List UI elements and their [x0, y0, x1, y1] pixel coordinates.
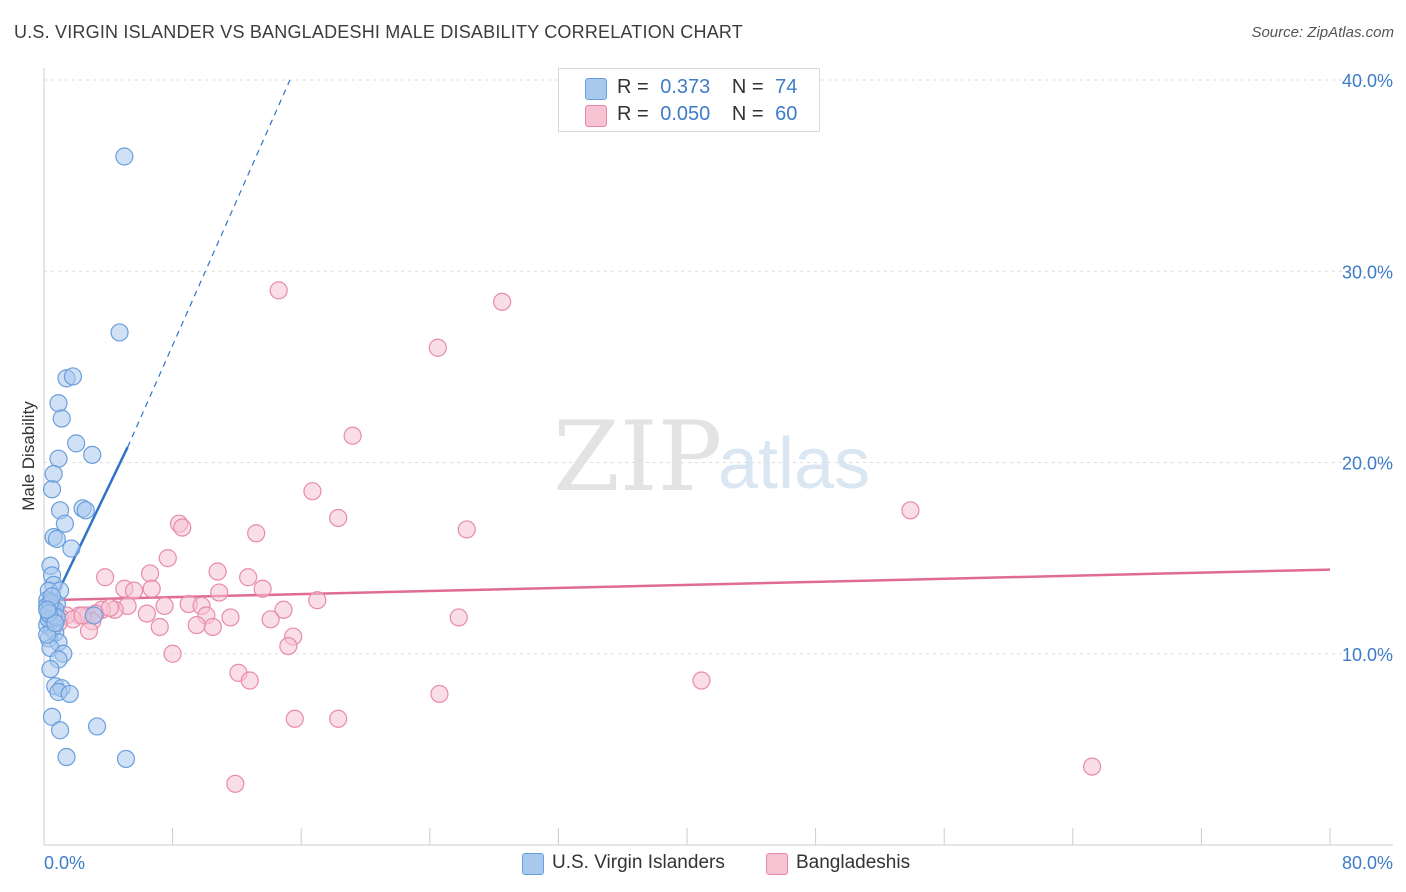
point-bangladeshis	[142, 579, 161, 598]
point-bangladeshis	[239, 568, 258, 587]
point-bangladeshis	[124, 581, 144, 600]
point-virgin-islanders	[42, 707, 62, 726]
point-bangladeshis	[274, 600, 293, 619]
point-virgin-islanders	[47, 529, 66, 549]
point-bangladeshis	[208, 562, 227, 581]
point-bangladeshis	[137, 604, 156, 623]
point-bangladeshis	[203, 617, 222, 637]
point-virgin-islanders	[44, 464, 63, 484]
bottom-legend-swatch-blue	[522, 853, 544, 875]
point-bangladeshis	[247, 524, 266, 543]
point-bangladeshis	[187, 615, 206, 635]
point-virgin-islanders	[38, 600, 57, 619]
trend-lines	[42, 79, 1331, 622]
legend-r-label: R =	[617, 103, 649, 125]
point-bangladeshis	[692, 671, 711, 690]
point-virgin-islanders	[83, 445, 102, 464]
point-bangladeshis	[79, 621, 99, 640]
legend-r-value: 0.050	[660, 103, 711, 125]
point-virgin-islanders	[63, 367, 83, 386]
point-virgin-islanders	[67, 434, 86, 453]
point-bangladeshis	[95, 568, 115, 587]
y-tick-label: 10.0%	[1342, 645, 1393, 665]
y-tick-labels: 10.0% 20.0% 30.0% 40.0%	[1342, 71, 1393, 665]
point-bangladeshis	[226, 774, 245, 793]
trend-line-bangladeshis	[43, 568, 1331, 602]
point-virgin-islanders	[110, 323, 129, 342]
point-bangladeshis	[901, 501, 920, 520]
point-virgin-islanders	[116, 749, 136, 769]
point-bangladeshis	[261, 610, 280, 629]
point-virgin-islanders	[46, 614, 65, 633]
point-bangladeshis	[428, 338, 447, 357]
point-virgin-islanders	[42, 480, 62, 499]
point-bangladeshis	[210, 583, 229, 602]
point-bangladeshis	[493, 292, 512, 311]
y-tick-label: 30.0%	[1342, 262, 1393, 282]
legend-n-value: 74	[775, 76, 798, 98]
bottom-legend-label: U.S. Virgin Islanders	[552, 852, 725, 873]
trend-line-virgin-islanders-extension	[127, 79, 291, 448]
point-bangladeshis	[140, 564, 160, 583]
legend-n-label: N =	[731, 103, 764, 125]
point-bangladeshis	[269, 281, 288, 300]
point-virgin-islanders	[60, 684, 79, 704]
legend-r-label: R =	[617, 76, 649, 98]
point-virgin-islanders	[115, 147, 134, 166]
point-bangladeshis	[430, 684, 449, 704]
point-virgin-islanders	[41, 659, 60, 679]
legend-swatch-pink	[585, 105, 607, 127]
point-bangladeshis	[279, 636, 298, 656]
source-label: Source: ZipAtlas.com	[1251, 24, 1394, 41]
point-virgin-islanders	[49, 449, 68, 468]
legend-n-value: 60	[775, 103, 798, 125]
point-bangladeshis	[329, 709, 348, 728]
watermark-atlas: atlas	[718, 424, 870, 504]
point-bangladeshis	[155, 596, 174, 616]
grid-lines	[44, 79, 1393, 655]
point-virgin-islanders	[50, 721, 70, 740]
x-tick-label-min: 0.0%	[44, 853, 85, 873]
point-bangladeshis	[173, 518, 192, 537]
data-points	[38, 147, 1102, 793]
legend-r-value: 0.373	[660, 76, 711, 98]
point-bangladeshis	[343, 426, 362, 445]
point-virgin-islanders	[57, 747, 76, 767]
y-axis-label: Male Disability	[19, 401, 38, 511]
y-tick-label: 20.0%	[1342, 454, 1393, 474]
point-bangladeshis	[150, 617, 169, 637]
point-bangladeshis	[285, 709, 304, 728]
point-bangladeshis	[457, 520, 476, 539]
point-bangladeshis	[100, 598, 120, 617]
point-bangladeshis	[308, 591, 327, 610]
legend-swatch-blue	[585, 78, 607, 100]
point-bangladeshis	[449, 608, 468, 627]
point-bangladeshis	[240, 671, 259, 690]
point-bangladeshis	[163, 644, 182, 663]
chart-title: U.S. VIRGIN ISLANDER VS BANGLADESHI MALE…	[14, 22, 743, 42]
point-virgin-islanders	[55, 514, 74, 533]
point-virgin-islanders	[84, 606, 103, 625]
point-virgin-islanders	[62, 539, 81, 558]
x-tick-label-max: 80.0%	[1342, 853, 1393, 873]
point-bangladeshis	[253, 579, 272, 598]
bottom-legend-label: Bangladeshis	[796, 852, 911, 873]
y-tick-label: 40.0%	[1342, 71, 1393, 91]
point-virgin-islanders	[87, 717, 107, 736]
point-bangladeshis	[221, 608, 240, 627]
legend-n-label: N =	[731, 76, 764, 98]
legend: R = 0.373 N = 74 R = 0.050 N = 60	[558, 68, 820, 132]
point-virgin-islanders	[49, 394, 68, 413]
bottom-legend-swatch-pink	[766, 853, 788, 875]
watermark-zip: ZIP	[553, 401, 722, 513]
point-virgin-islanders	[52, 409, 71, 428]
point-virgin-islanders	[76, 501, 95, 520]
point-bangladeshis	[158, 549, 177, 568]
point-bangladeshis	[329, 508, 348, 528]
point-bangladeshis	[1082, 757, 1102, 776]
point-bangladeshis	[303, 482, 322, 501]
